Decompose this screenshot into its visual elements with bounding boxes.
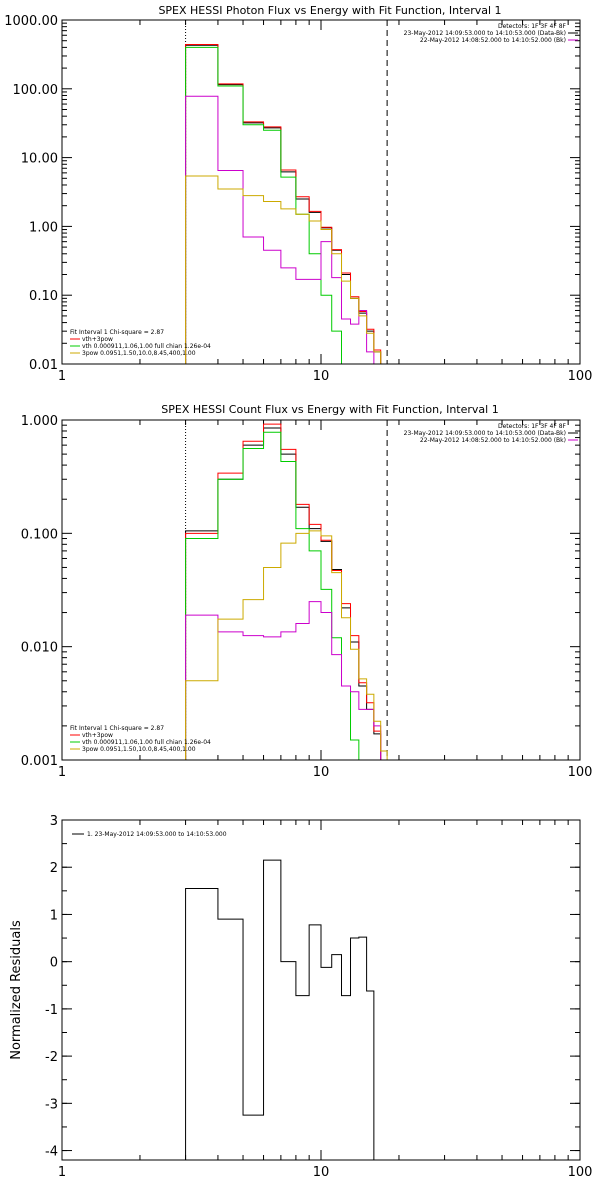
y-tick-label: -1	[45, 1003, 58, 1018]
x-tick-label: 10	[313, 369, 330, 384]
y-tick-label: 100.00	[13, 83, 59, 98]
series-0-histogram	[185, 44, 420, 364]
legend-entry: 22-May-2012 14:08:52.000 to 14:10:52.000…	[420, 437, 566, 444]
legend-header: Detectors: 1F 3F 4F 8F	[498, 23, 567, 30]
x-tick-label: 10	[313, 765, 330, 780]
x-tick-label: 1	[58, 1165, 66, 1180]
plot-frame	[61, 419, 581, 761]
series-3-histogram	[185, 95, 420, 364]
y-tick-label: 1.000	[21, 414, 58, 429]
series-4-histogram	[185, 530, 420, 760]
y-tick-label: 0.10	[29, 289, 58, 304]
y-tick-label: -4	[45, 1145, 58, 1160]
x-tick-label: 100	[568, 765, 593, 780]
y-tick-label: 0.010	[21, 641, 58, 656]
series-group	[185, 423, 420, 760]
legend-entry: 3pow 0.0951,1.50,10.0,8.45,400,1.00	[82, 746, 196, 753]
legend-entry: 23-May-2012 14:09:53.000 to 14:10:53.000…	[404, 430, 566, 437]
series-3-histogram	[185, 601, 420, 760]
series-0-histogram	[185, 427, 420, 760]
photon-flux-panel: SPEX HESSI Photon Flux vs Energy with Fi…	[4, 4, 592, 384]
y-tick-label: 0.100	[21, 527, 58, 542]
legend-entry: vth+3pow	[82, 336, 113, 343]
series-group	[185, 859, 375, 1160]
x-tick-label: 1	[58, 369, 66, 384]
x-tick-label: 10	[313, 1165, 330, 1180]
legend-entry: vth 0.000911,1.06,1.00 full chian 1.26e-…	[82, 343, 211, 350]
legend-entry: 3pow 0.0951,1.50,10.0,8.45,400,1.00	[82, 350, 196, 357]
y-tick-label: -2	[45, 1050, 58, 1065]
series-0-histogram	[185, 859, 375, 1160]
residuals-panel: Normalized Residuals 1 10 1003210-1-2-3-41…	[9, 814, 592, 1180]
y-tick-label: 1000.00	[4, 14, 58, 29]
series-4-histogram	[185, 175, 420, 364]
y-axis-label: Normalized Residuals	[9, 920, 24, 1060]
y-tick-label: 2	[50, 861, 58, 876]
x-tick-label: 100	[568, 369, 593, 384]
series-1-histogram	[185, 423, 420, 760]
count-flux-panel: SPEX HESSI Count Flux vs Energy with Fit…	[21, 403, 593, 780]
y-tick-label: 0.001	[21, 754, 58, 769]
y-tick-label: 0	[50, 956, 58, 971]
series-1-histogram	[185, 44, 420, 364]
legend-header: Fit Interval 1 Chi-square = 2.87	[70, 725, 164, 732]
plot-frame	[61, 19, 581, 365]
series-2-histogram	[185, 431, 420, 760]
chart-title: SPEX HESSI Count Flux vs Energy with Fit…	[161, 403, 498, 416]
chart-title: SPEX HESSI Photon Flux vs Energy with Fi…	[158, 4, 501, 17]
series-2-histogram	[185, 46, 420, 364]
y-tick-label: 1.00	[29, 220, 58, 235]
x-tick-label: 1	[58, 765, 66, 780]
y-tick-label: -3	[45, 1097, 58, 1112]
y-tick-label: 0.01	[29, 358, 58, 373]
legend-header: Fit Interval 1 Chi-square = 2.87	[70, 329, 164, 336]
legend-header: Detectors: 1F 3F 4F 8F	[498, 423, 567, 430]
legend-entry: 23-May-2012 14:09:53.000 to 14:10:53.000…	[404, 30, 566, 37]
x-tick-label: 100	[568, 1165, 593, 1180]
plot-frame	[61, 819, 581, 1161]
series-group	[185, 44, 420, 364]
y-tick-label: 1	[50, 908, 58, 923]
legend-entry: 22-May-2012 14:08:52.000 to 14:10:52.000…	[420, 37, 566, 44]
y-tick-label: 3	[50, 814, 58, 829]
legend-entry: vth 0.000911,1.06,1.00 full chian 1.26e-…	[82, 739, 211, 746]
legend-entry: vth+3pow	[82, 732, 113, 739]
legend-entry: 1. 23-May-2012 14:09:53.000 to 14:10:53.…	[87, 831, 227, 838]
y-tick-label: 10.00	[21, 152, 58, 167]
